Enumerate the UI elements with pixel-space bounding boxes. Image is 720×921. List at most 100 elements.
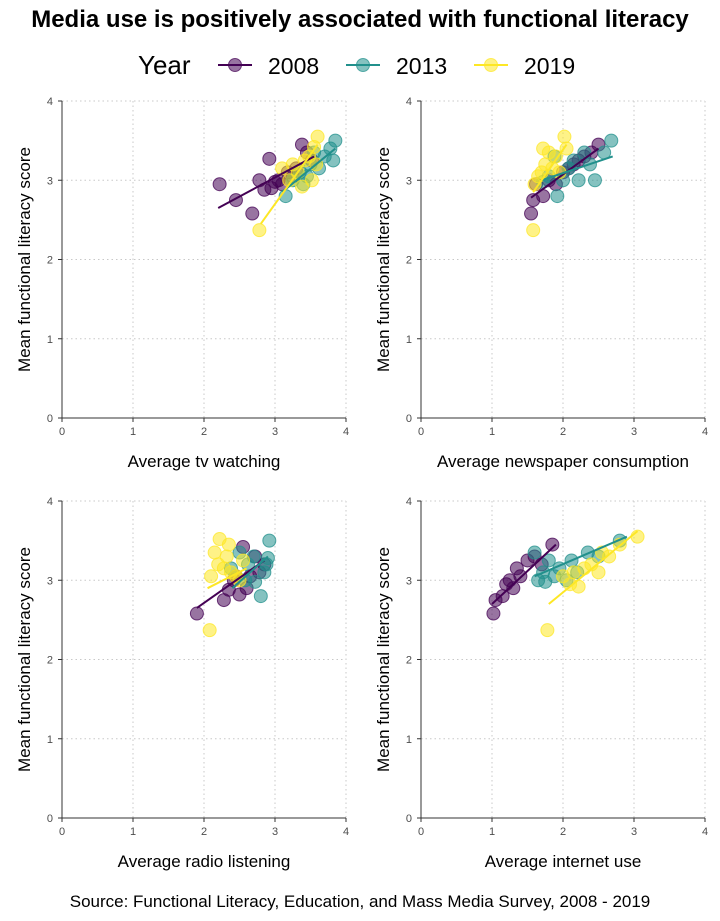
legend-entry-2013: 2013 — [346, 53, 447, 79]
x-axis-title: Average newspaper consumption — [437, 452, 689, 471]
x-tick-label: 4 — [343, 426, 349, 438]
y-tick-label: 0 — [47, 413, 53, 425]
data-point-2013 — [326, 153, 341, 168]
legend-label: 2013 — [396, 53, 447, 79]
legend-title: Year — [138, 50, 191, 80]
data-point-2013 — [604, 133, 619, 148]
y-tick-label: 4 — [406, 96, 412, 108]
y-tick-label: 2 — [47, 655, 53, 667]
x-tick-label: 3 — [272, 426, 278, 438]
legend-entry-2008: 2008 — [218, 53, 319, 79]
y-tick-label: 4 — [47, 96, 53, 108]
data-point-2013 — [527, 545, 542, 560]
y-axis-title: Mean functional literacy score — [374, 147, 393, 372]
trend-line-2013 — [231, 555, 269, 589]
legend-entry-2019: 2019 — [474, 53, 575, 79]
data-point-2019 — [548, 149, 563, 164]
trend-line-2013 — [541, 155, 614, 182]
x-tick-label: 1 — [489, 826, 495, 838]
data-point-2013 — [262, 533, 277, 548]
y-tick-label: 4 — [47, 496, 53, 508]
data-point-2019 — [526, 223, 541, 238]
data-point-2019 — [310, 129, 325, 144]
x-tick-label: 3 — [631, 426, 637, 438]
x-tick-label: 0 — [418, 826, 424, 838]
data-point-2019 — [207, 545, 222, 560]
series-2019 — [202, 532, 251, 638]
legend-key-point — [228, 58, 242, 72]
x-axis-title: Average tv watching — [128, 452, 281, 471]
data-point-2008 — [262, 151, 277, 166]
data-point-2019 — [204, 569, 219, 584]
trend-line-2019 — [207, 567, 248, 590]
legend-key-point — [356, 58, 370, 72]
x-tick-label: 1 — [130, 826, 136, 838]
y-tick-label: 1 — [47, 334, 53, 346]
data-point-2013 — [538, 574, 553, 589]
data-point-2013 — [328, 133, 343, 148]
data-point-2013 — [577, 145, 592, 160]
data-point-2013 — [541, 553, 556, 568]
legend-label: 2008 — [268, 53, 319, 79]
data-point-2008 — [524, 206, 539, 221]
x-tick-label: 4 — [343, 826, 349, 838]
data-point-2013 — [248, 574, 263, 589]
data-point-2013 — [259, 557, 274, 572]
panel-1: 0 1 2 3 4 0 1 2 3 4 Average tv watching Mean functi… — [15, 96, 349, 471]
data-point-2008 — [506, 581, 521, 596]
trend-line-2008 — [491, 543, 557, 605]
data-point-2019 — [557, 129, 572, 144]
x-tick-label: 1 — [489, 426, 495, 438]
data-point-2019 — [202, 623, 217, 638]
y-tick-label: 2 — [406, 255, 412, 267]
x-tick-label: 3 — [631, 826, 637, 838]
y-tick-label: 3 — [47, 575, 53, 587]
data-point-2013 — [550, 189, 565, 204]
data-point-2008 — [189, 606, 204, 621]
data-point-2019 — [536, 141, 551, 156]
data-point-2019 — [219, 549, 234, 564]
data-point-2013 — [253, 589, 268, 604]
data-point-2019 — [304, 173, 319, 188]
x-tick-label: 0 — [59, 826, 65, 838]
x-axis-title: Average radio listening — [118, 852, 291, 871]
data-point-2019 — [236, 553, 251, 568]
data-point-2008 — [486, 606, 501, 621]
data-point-2013 — [571, 173, 586, 188]
y-tick-label: 3 — [406, 175, 412, 187]
y-tick-label: 3 — [406, 575, 412, 587]
data-point-2019 — [602, 549, 617, 564]
x-tick-label: 2 — [201, 426, 207, 438]
panel-4: 0 1 2 3 4 0 1 2 3 4 Average internet use Mean funct… — [374, 496, 708, 871]
x-tick-label: 1 — [130, 426, 136, 438]
chart-title: Media use is positively associated with … — [31, 6, 689, 33]
data-point-2008 — [212, 177, 227, 192]
legend: Year 2008 2013 2019 — [138, 50, 575, 80]
source-caption: Source: Functional Literacy, Education, … — [69, 892, 651, 911]
trend-line-2019 — [259, 144, 319, 225]
x-tick-label: 2 — [201, 826, 207, 838]
data-point-2008 — [545, 537, 560, 552]
x-tick-label: 0 — [59, 426, 65, 438]
x-tick-label: 2 — [560, 426, 566, 438]
y-tick-label: 2 — [406, 655, 412, 667]
y-tick-label: 0 — [406, 813, 412, 825]
data-point-2019 — [294, 179, 309, 194]
legend-key-point — [484, 58, 498, 72]
y-tick-label: 2 — [47, 255, 53, 267]
y-tick-label: 1 — [406, 734, 412, 746]
data-point-2008 — [245, 206, 260, 221]
trend-line-2008 — [217, 155, 315, 209]
trend-line-2013 — [281, 147, 336, 193]
x-tick-label: 4 — [702, 826, 708, 838]
y-tick-label: 0 — [406, 413, 412, 425]
panel-3: 0 1 2 3 4 0 1 2 3 4 Average radio listening Mean fu… — [15, 496, 349, 871]
data-point-2013 — [587, 173, 602, 188]
trend-line-2019 — [548, 530, 639, 605]
y-tick-label: 4 — [406, 496, 412, 508]
trend-line-2013 — [534, 535, 628, 578]
x-tick-label: 2 — [560, 826, 566, 838]
x-axis-title: Average internet use — [485, 852, 642, 871]
y-axis-title: Mean functional literacy score — [15, 147, 34, 372]
